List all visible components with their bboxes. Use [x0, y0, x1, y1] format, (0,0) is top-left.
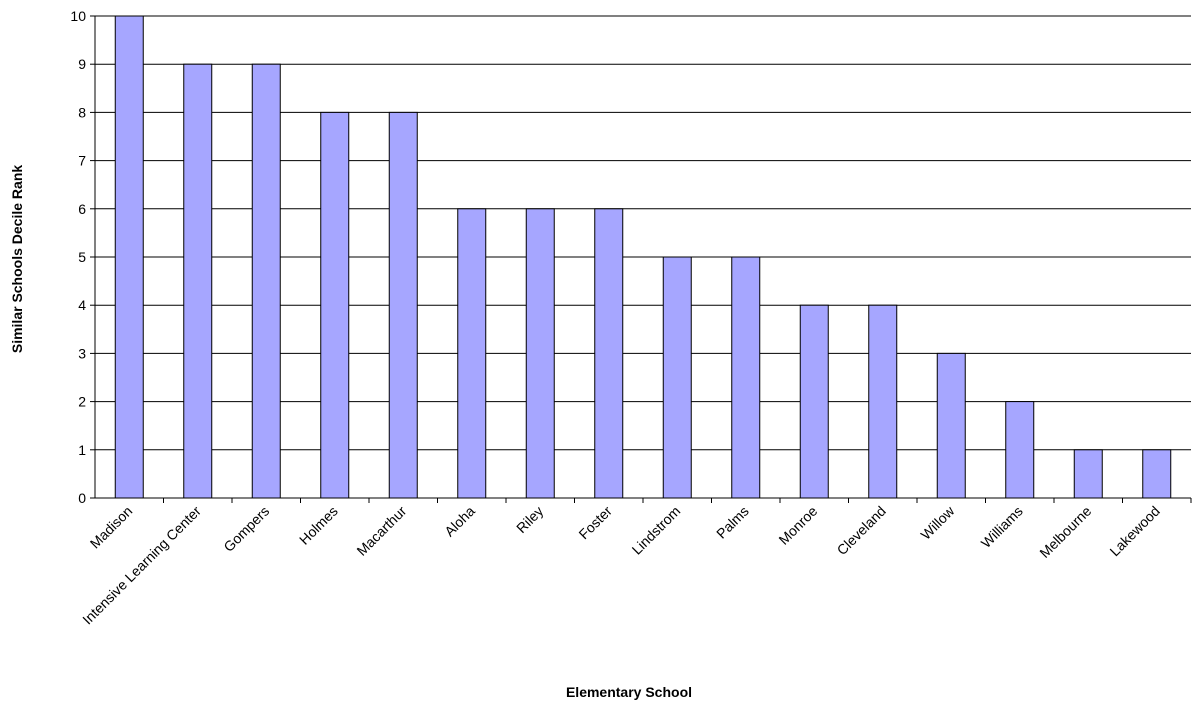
bar-gompers [251, 63, 281, 499]
y-tick-label: 2 [78, 394, 86, 410]
bar-lindstrom [662, 256, 692, 499]
y-tick-label: 3 [78, 345, 86, 361]
bar-lakewood [1142, 449, 1172, 499]
x-tick-label: Aloha [441, 503, 478, 540]
axes [90, 15, 1192, 503]
x-tick-label: Holmes [296, 503, 341, 548]
x-tick-label: Cleveland [834, 503, 889, 558]
x-tick-label: Monroe [775, 503, 820, 548]
bar-madison [114, 15, 144, 499]
y-tick-label: 8 [78, 104, 86, 120]
x-tick-label: Williams [978, 503, 1026, 551]
y-tick-label: 10 [70, 8, 86, 24]
y-tick-label: 4 [78, 297, 86, 313]
bar-willow [936, 352, 966, 499]
bar-foster [594, 208, 624, 499]
bar-williams [1005, 401, 1035, 499]
x-tick-label: Macarthur [353, 503, 409, 559]
x-tick-label: Lakewood [1106, 503, 1162, 559]
bar-aloha [457, 208, 487, 499]
x-tick-label: Willow [917, 502, 958, 543]
bar-intensive-learning-center [183, 63, 213, 499]
y-axis-title: Similar Schools Decile Rank [9, 165, 25, 354]
bar-macarthur [388, 111, 418, 499]
bar-melbourne [1073, 449, 1103, 499]
x-tick-label: Palms [713, 503, 752, 542]
y-tick-label: 0 [78, 490, 86, 506]
bar-monroe [799, 304, 829, 499]
bar-holmes [320, 111, 350, 499]
y-tick-label: 9 [78, 56, 86, 72]
bar-cleveland [868, 304, 898, 499]
y-tick-label: 7 [78, 153, 86, 169]
x-tick-label: Lindstrom [629, 503, 684, 558]
bar-palms [731, 256, 761, 499]
x-tick-label: Intensive Learning Center [79, 503, 204, 628]
x-tick-label: Gompers [220, 503, 272, 555]
y-tick-label: 1 [78, 442, 86, 458]
y-tick-label: 5 [78, 249, 86, 265]
x-tick-label: Madison [87, 503, 136, 552]
x-tick-label: Riley [513, 503, 546, 536]
x-tick-label: Foster [575, 503, 615, 543]
x-axis-title: Elementary School [566, 684, 692, 700]
y-tick-label: 6 [78, 201, 86, 217]
x-tick-label: Melbourne [1036, 503, 1094, 561]
bar-riley [525, 208, 555, 499]
